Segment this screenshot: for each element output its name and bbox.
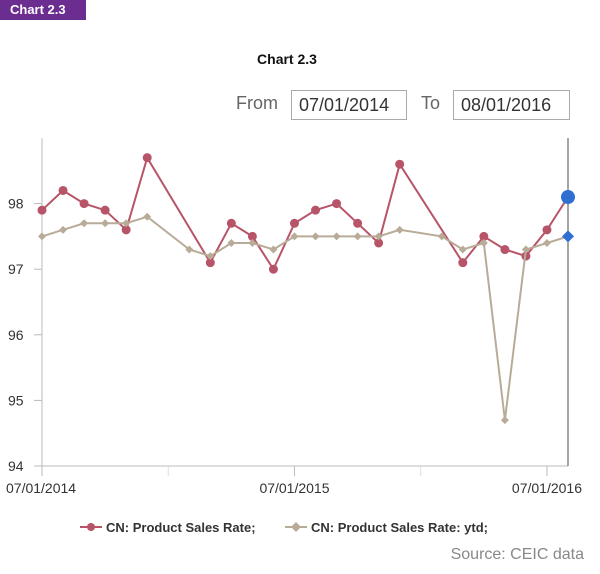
y-tick-label: 94 (8, 458, 24, 474)
range-from-input[interactable]: 07/01/2014 (291, 90, 407, 120)
ytd-point (290, 232, 299, 241)
legend-item-ytd[interactable]: CN: Product Sales Rate: ytd; (285, 520, 488, 535)
rate-point (289, 218, 299, 228)
rate-point (37, 205, 47, 215)
rate-point (395, 159, 405, 169)
range-to-label: To (421, 93, 441, 113)
rate-point (121, 225, 131, 235)
legend-item-rate[interactable]: CN: Product Sales Rate; (80, 520, 256, 535)
legend-ytd-label: CN: Product Sales Rate: ytd; (311, 520, 488, 535)
ytd-point (227, 238, 236, 247)
rate-point (500, 245, 510, 255)
ytd-point (269, 245, 278, 254)
rate-point (268, 264, 278, 274)
ytd-point (248, 238, 257, 247)
ytd-point (143, 212, 152, 221)
rate-point (205, 258, 215, 268)
y-tick-label: 95 (8, 392, 24, 408)
series-line-product-sales-rate (41, 155, 569, 272)
ytd-point (353, 232, 362, 241)
ytd-point (395, 225, 404, 234)
ytd-point (479, 238, 488, 247)
ytd-point (542, 238, 551, 247)
ytd-point (311, 232, 320, 241)
source-note: Source: CEIC data (450, 546, 584, 563)
ytd-point (332, 232, 341, 241)
rate-point (100, 205, 110, 215)
ytd-point (521, 245, 530, 254)
ytd-point (185, 245, 194, 254)
range-to-input[interactable]: 08/01/2016 (453, 90, 570, 120)
y-tick-label: 98 (8, 196, 24, 212)
rate-point (374, 238, 384, 248)
legend-rate-marker-icon (80, 523, 102, 531)
rate-point (479, 231, 489, 241)
rate-point (79, 199, 89, 209)
rate-point (311, 205, 321, 215)
legend-ytd-marker-icon (285, 522, 307, 532)
rate-point (353, 218, 363, 228)
ytd-point (80, 219, 89, 228)
rate-point (332, 199, 342, 209)
ytd-point (374, 232, 383, 241)
ytd-point (101, 219, 110, 228)
ytd-point (437, 232, 446, 241)
y-tick-label: 96 (8, 327, 24, 343)
rate-point (226, 218, 236, 228)
x-tick-label: 07/01/2015 (259, 480, 329, 496)
rate-point (142, 153, 152, 163)
x-tick-label: 07/01/2016 (512, 480, 582, 496)
chart-title: Chart 2.3 (257, 51, 317, 67)
ytd-point (206, 252, 215, 261)
series-line-product-sales-rate-ytd (41, 215, 569, 421)
rate-point (458, 258, 468, 268)
rate-point (247, 231, 257, 241)
rate-point (58, 185, 68, 195)
ytd-point (38, 232, 46, 241)
rate-endpoint-marker (561, 190, 575, 205)
rate-point (542, 225, 552, 235)
y-tick-label: 97 (8, 261, 24, 277)
x-tick-label: 07/01/2014 (6, 480, 76, 496)
ytd-point (59, 225, 68, 234)
ytd-point (500, 416, 509, 425)
legend-rate-label: CN: Product Sales Rate; (106, 520, 256, 535)
ytd-endpoint-marker (562, 230, 574, 243)
ytd-point (122, 219, 131, 228)
range-from-label: From (236, 93, 278, 113)
ytd-point (458, 245, 467, 254)
chart-badge: Chart 2.3 (0, 0, 86, 20)
